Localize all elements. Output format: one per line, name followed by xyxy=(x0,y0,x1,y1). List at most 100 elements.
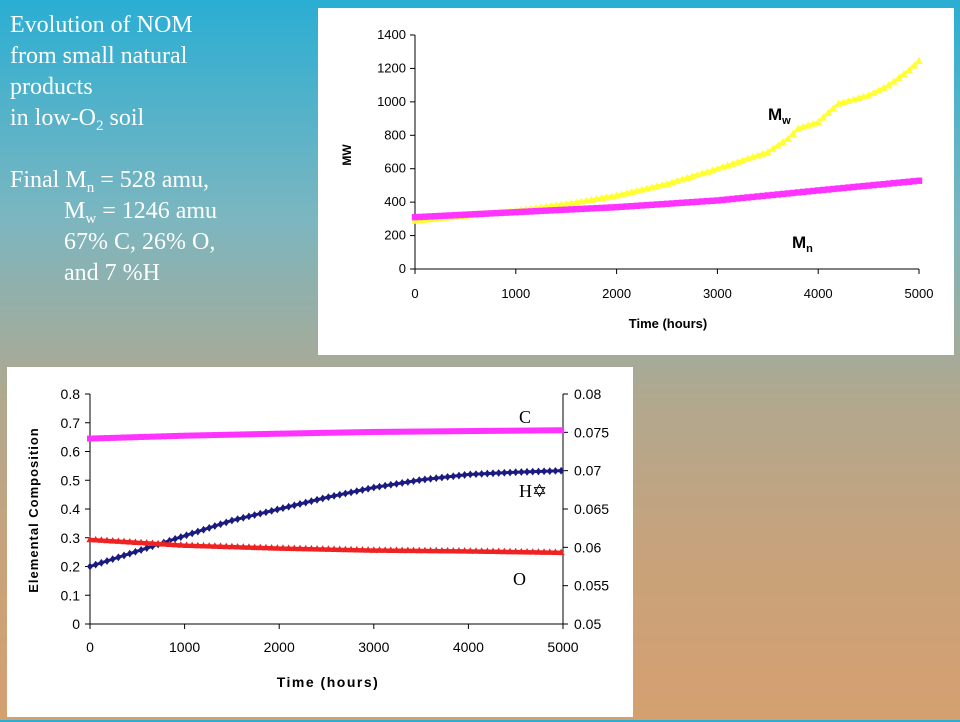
mn-data-point xyxy=(809,187,817,195)
mn-data-point xyxy=(593,204,600,212)
mn-data-point xyxy=(442,212,449,219)
mn-data-point xyxy=(875,181,882,188)
mn-data-point xyxy=(598,204,605,212)
h-data-point xyxy=(552,467,559,475)
c-data-point xyxy=(376,428,383,435)
mn-data-point xyxy=(663,200,671,208)
mw-data-point xyxy=(915,56,923,64)
h-data-point xyxy=(353,487,360,496)
c-data-point xyxy=(143,433,150,440)
mw-y-tick-label: 400 xyxy=(384,194,406,209)
h-data-point xyxy=(308,497,315,506)
o-data-point xyxy=(290,544,298,552)
c-data-point xyxy=(393,428,400,435)
h-data-point xyxy=(484,469,491,478)
o-data-point xyxy=(546,548,554,555)
o-data-point xyxy=(341,545,350,553)
mn-data-point xyxy=(840,184,847,192)
c-data-point xyxy=(399,428,406,435)
c-data-point xyxy=(183,432,190,439)
h-data-point xyxy=(319,494,326,503)
o-series-label: O xyxy=(513,569,526,589)
mn-data-point xyxy=(603,204,610,211)
slide-text: Evolution of NOM from small natural prod… xyxy=(10,10,310,289)
o-data-point xyxy=(443,546,452,554)
h-data-point xyxy=(138,546,145,554)
h-data-point xyxy=(217,520,224,529)
mn-data-point xyxy=(658,200,666,208)
c-data-point xyxy=(331,429,338,436)
o-data-point xyxy=(154,539,162,547)
o-data-point xyxy=(216,542,225,550)
h-data-point xyxy=(348,488,355,497)
mw-data-point xyxy=(819,113,828,121)
h-data-point xyxy=(262,508,269,517)
mn-data-point xyxy=(804,188,812,195)
h-data-point xyxy=(399,479,406,487)
o-data-point xyxy=(126,538,134,545)
h-data-point xyxy=(376,482,383,491)
composition-left-tick-label: 0.8 xyxy=(61,386,81,402)
mn-data-point xyxy=(623,203,630,210)
composition-left-tick-label: 0.1 xyxy=(61,587,81,603)
o-data-point xyxy=(358,545,367,553)
c-data-point xyxy=(177,432,184,439)
o-data-point xyxy=(415,546,423,554)
soil-line-sub: 2 xyxy=(96,118,104,134)
composition-chart-panel: Elemental Composition Time (hours) 0 0.1 0… xyxy=(7,367,633,717)
mn-data-point xyxy=(492,209,499,217)
o-data-point xyxy=(404,546,412,554)
mn-data-point xyxy=(638,202,645,209)
mn-data-point xyxy=(613,203,620,211)
mw-x-tick-label: 5000 xyxy=(905,286,934,301)
c-data-point xyxy=(438,428,445,435)
h-data-point xyxy=(251,511,258,519)
c-data-point xyxy=(472,428,479,435)
o-data-point xyxy=(268,543,276,551)
c-data-point xyxy=(541,427,548,434)
mn-data-point xyxy=(910,178,918,185)
c-data-point xyxy=(285,430,292,437)
c-data-point xyxy=(98,435,105,442)
mn-data-point xyxy=(426,213,434,220)
mn-data-point xyxy=(507,209,514,216)
c-data-point xyxy=(279,430,286,437)
o-data-point xyxy=(251,543,259,551)
h-data-point xyxy=(450,472,457,481)
o-data-point xyxy=(177,541,185,548)
c-data-point xyxy=(518,427,525,434)
o-data-point xyxy=(551,548,560,556)
c-data-point xyxy=(370,428,377,435)
c-data-point xyxy=(552,427,559,434)
c-data-point xyxy=(251,431,258,438)
mn-data-point xyxy=(895,179,903,186)
c-series-label: C xyxy=(519,407,531,427)
mw-data-point xyxy=(864,91,873,99)
hydrogen-line: and 7 %H xyxy=(64,260,160,286)
h-data-point xyxy=(268,506,275,515)
mw-y-tick-label: 0 xyxy=(399,261,406,276)
mn-data-point xyxy=(915,177,923,184)
mn-data-point xyxy=(462,211,469,218)
o-data-point xyxy=(472,547,480,554)
mn-data-point xyxy=(678,199,686,207)
mw-data-point xyxy=(900,70,908,78)
mn-data-point xyxy=(608,204,615,211)
final-mn-prefix: Final M xyxy=(10,167,87,193)
o-data-point xyxy=(353,545,361,553)
composition-x-tick-label: 1000 xyxy=(169,639,200,655)
mn-data-point xyxy=(447,212,454,219)
c-data-point xyxy=(87,435,93,442)
mn-data-point xyxy=(618,203,625,211)
h-data-point xyxy=(228,516,235,525)
mn-data-point xyxy=(880,180,887,188)
spacer xyxy=(10,134,310,165)
o-data-point xyxy=(233,542,242,550)
h-series-label: H✡ xyxy=(519,481,547,501)
mn-data-point xyxy=(689,198,696,206)
mn-series-label: Mn xyxy=(792,233,813,255)
o-data-point xyxy=(375,546,384,553)
mn-data-point xyxy=(522,208,530,215)
o-data-point xyxy=(387,546,395,553)
mw-x-tick-label: 3000 xyxy=(703,286,732,301)
